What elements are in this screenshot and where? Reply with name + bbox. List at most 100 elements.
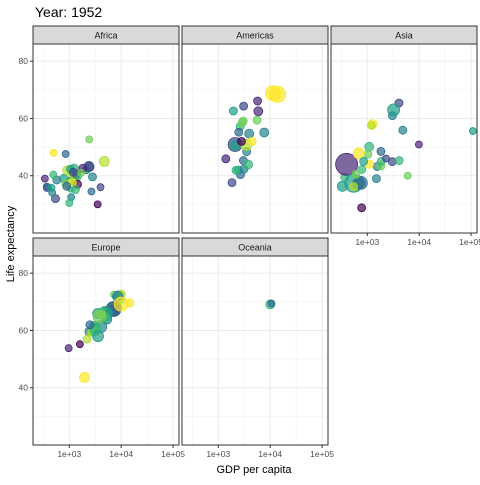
facet-label: Africa [94,31,117,41]
data-point [85,320,95,330]
y-tick-label: 80 [19,56,29,66]
x-tick-label: 1e+05 [310,449,334,459]
data-point [71,185,80,194]
facet-strip [181,25,329,45]
y-tick-label: 60 [19,325,29,335]
data-point [403,171,412,180]
data-point [64,344,73,353]
data-point [269,86,287,103]
data-point [228,106,238,116]
data-point [253,106,264,117]
data-point [227,178,237,188]
data-point [234,127,244,137]
data-point [92,309,107,324]
y-tick-label: 60 [19,113,29,123]
y-tick-label: 40 [19,383,29,393]
data-point [387,103,401,117]
x-tick-label: 1e+05 [459,237,480,247]
data-point [113,296,129,312]
facet-strip [32,237,180,257]
data-point [93,200,102,209]
data-point [62,181,72,191]
data-point [79,372,90,383]
data-point [47,183,56,192]
facet-label: Americas [236,31,274,41]
data-point [238,116,248,126]
data-point [75,340,84,349]
data-point [40,174,49,183]
x-tick-label: 1e+04 [258,449,282,459]
x-tick-label: 1e+04 [407,237,431,247]
data-point [247,136,257,146]
x-tick-label: 1e+03 [206,449,230,459]
x-tick-label: 1e+03 [355,237,379,247]
x-axis-title: GDP per capita [216,464,292,476]
data-point [61,150,70,158]
x-tick-label: 1e+04 [109,449,133,459]
data-point [231,165,241,175]
facet-strip [181,237,329,257]
y-tick-label: 80 [19,268,29,278]
data-point [349,182,359,192]
facets-layer: Africa406080AmericasAsia1e+031e+041e+05E… [19,25,480,459]
data-point [49,148,58,157]
data-point [85,135,94,144]
data-point [252,115,262,125]
data-point [364,141,375,152]
facet-panel-europe: Europe 40 60 80 1e+03 1e+04 1e+05 [19,237,185,459]
panel-background [331,44,477,233]
facet-strip [330,25,478,45]
data-point [65,199,74,207]
data-point [363,149,373,159]
data-point [259,127,270,138]
data-point [51,194,60,204]
data-point [98,156,110,167]
data-point [243,159,254,170]
data-point [336,180,348,192]
data-point [468,127,477,135]
data-point [357,203,367,213]
data-point [335,152,359,176]
data-point [414,140,423,149]
data-point [92,330,104,343]
panel-background [182,256,328,445]
facet-strip [32,25,180,45]
chart-title: Year: 1952 [35,4,102,20]
facet-panel-asia: Asia 1e+03 1e+04 1e+05 [330,25,480,247]
data-point [352,147,365,160]
y-axis-title: Life expectancy [5,205,17,282]
facet-panel-africa: Africa 40 60 80 [19,25,180,234]
data-point [49,170,58,179]
data-point [237,136,246,146]
data-point [367,120,376,130]
data-point [359,157,369,166]
facet-panel-oceania: Oceania 1e+03 1e+04 1e+05 [181,237,334,459]
data-point [68,167,78,177]
data-point [253,96,262,106]
data-point [372,174,381,183]
data-point [96,183,105,192]
data-point [351,169,361,179]
facet-label: Asia [395,31,413,41]
y-tick-label: 40 [19,171,29,181]
data-point [382,154,390,163]
x-tick-label: 1e+03 [57,449,81,459]
data-point [376,146,386,156]
data-point [77,168,86,177]
data-point [221,154,231,164]
data-point [88,172,97,182]
facet-panel-americas: Americas [181,25,329,234]
data-point [244,128,255,139]
facet-label: Oceania [238,243,272,253]
data-point [239,101,249,111]
data-point [398,125,408,135]
data-point [82,334,92,344]
data-point [394,156,404,165]
facet-label: Europe [91,243,120,253]
data-point [267,299,276,308]
x-tick-label: 1e+05 [161,449,185,459]
data-point [87,187,96,196]
panel-background [33,256,179,445]
